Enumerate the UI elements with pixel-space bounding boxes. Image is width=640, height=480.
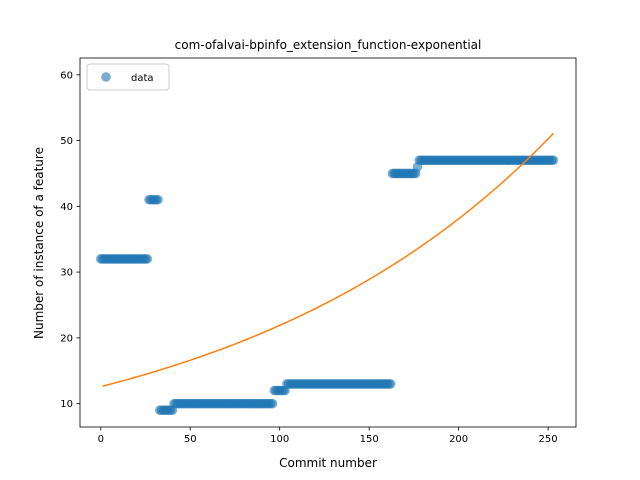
data-point xyxy=(267,398,278,409)
y-axis-label: Number of instance of a feature xyxy=(32,147,46,339)
y-tick-label: 60 xyxy=(60,70,73,81)
data-point xyxy=(385,379,396,389)
y-tick-label: 40 xyxy=(60,202,73,213)
x-tick-label: 0 xyxy=(98,434,104,445)
y-tick-label: 30 xyxy=(60,268,73,279)
y-tick-label: 50 xyxy=(60,136,73,147)
x-tick-label: 100 xyxy=(270,434,289,445)
x-tick-label: 200 xyxy=(449,434,468,445)
plot-area xyxy=(95,155,559,416)
legend-label-data: data xyxy=(131,73,154,84)
x-tick-label: 50 xyxy=(184,434,197,445)
data-point xyxy=(153,194,163,205)
legend: data xyxy=(86,63,170,91)
exponential-fit-line xyxy=(102,132,554,387)
y-tick-label: 20 xyxy=(60,333,73,344)
legend-box xyxy=(86,63,170,91)
chart-title: com-ofalvai-bpinfo_extension_function-ex… xyxy=(175,38,482,52)
data-point xyxy=(142,254,153,264)
y-tick-label: 10 xyxy=(60,399,73,410)
axes-frame xyxy=(79,57,577,428)
x-tick-label: 150 xyxy=(360,434,379,445)
axes: 0 50 100 150 200 250 10 20 30 40 50 60 xyxy=(60,57,577,445)
x-tick-label: 250 xyxy=(539,434,558,445)
x-axis-label: Commit number xyxy=(279,456,377,470)
data-point xyxy=(548,155,559,166)
legend-marker-data xyxy=(101,72,111,82)
fit-line-layer xyxy=(102,132,554,387)
